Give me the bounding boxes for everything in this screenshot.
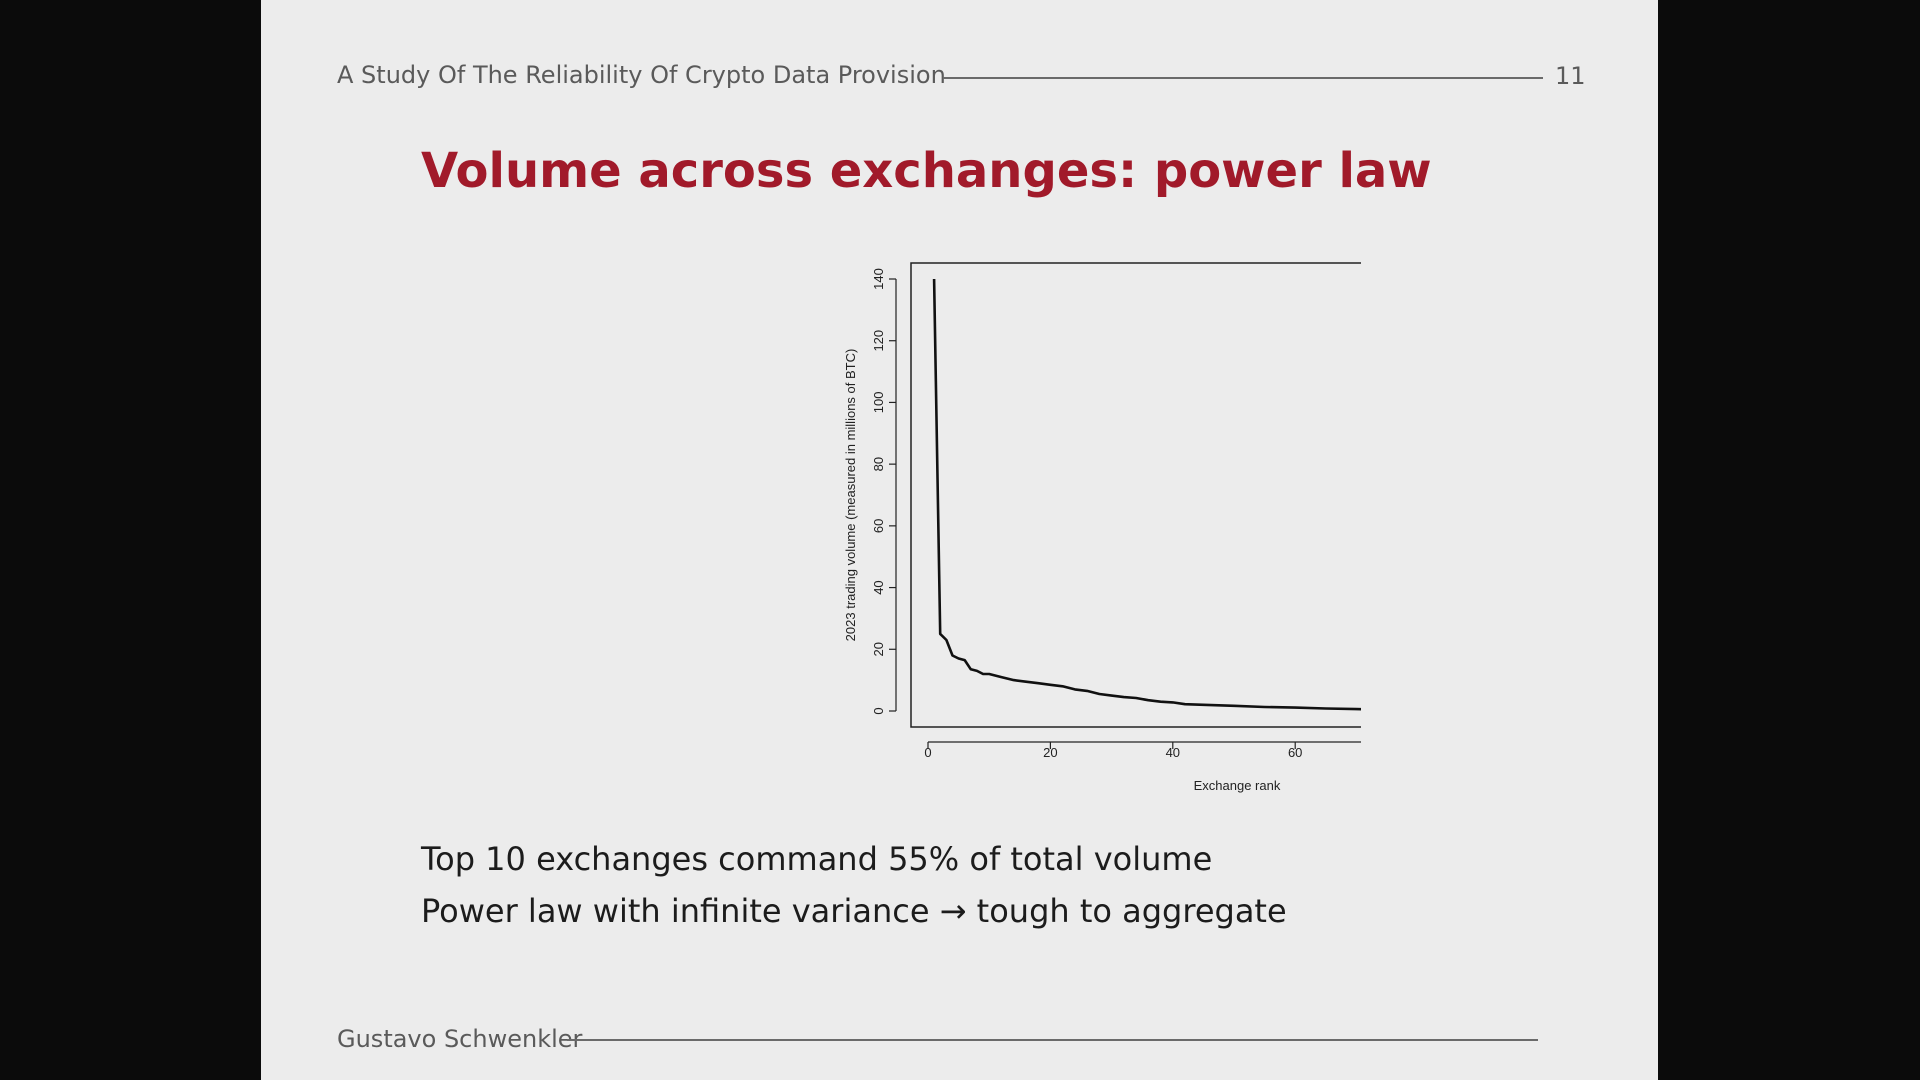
x-tick-label: 0	[924, 745, 931, 760]
x-axis-label: Exchange rank	[1194, 778, 1281, 793]
series-line	[932, 278, 1541, 713]
y-tick-label: 140	[871, 268, 886, 290]
y-tick-label: 40	[871, 580, 886, 594]
x-tick-label: 40	[1166, 745, 1180, 760]
y-ticks: 0 20 40 60 80 100 120 140	[871, 268, 896, 715]
y-tick-label: 0	[871, 707, 886, 714]
bullet-item: Power law with infinite variance → tough…	[421, 892, 1287, 930]
chart-container: 0 20 40 60 80 100 0 20 40 60 80 100 120 140 Exchange…	[561, 250, 1565, 810]
slide: A Study Of The Reliability Of Crypto Dat…	[261, 0, 1658, 1080]
volume-line-chart: 0 20 40 60 80 100 0 20 40 60 80 100 120 140 Exchange…	[843, 262, 1565, 793]
x-tick-label: 20	[1043, 745, 1057, 760]
bullet-list: Top 10 exchanges command 55% of total vo…	[421, 833, 1287, 937]
y-tick-label: 80	[871, 457, 886, 471]
header-title: A Study Of The Reliability Of Crypto Dat…	[337, 61, 946, 89]
footer-rule	[567, 1039, 1538, 1041]
y-tick-label: 100	[871, 392, 886, 414]
y-axis-label: 2023 trading volume (measured in million…	[843, 349, 858, 642]
bullet-item: Top 10 exchanges command 55% of total vo…	[421, 840, 1213, 878]
frame-title: Volume across exchanges: power law	[421, 143, 1432, 199]
y-tick-label: 60	[871, 519, 886, 533]
page-number: 11	[1555, 62, 1586, 90]
plot-frame	[910, 262, 1565, 728]
x-tick-label: 60	[1288, 745, 1302, 760]
y-tick-label: 20	[871, 642, 886, 656]
footer-author: Gustavo Schwenkler	[337, 1025, 583, 1053]
header-rule	[943, 77, 1543, 79]
y-tick-label: 120	[871, 330, 886, 352]
